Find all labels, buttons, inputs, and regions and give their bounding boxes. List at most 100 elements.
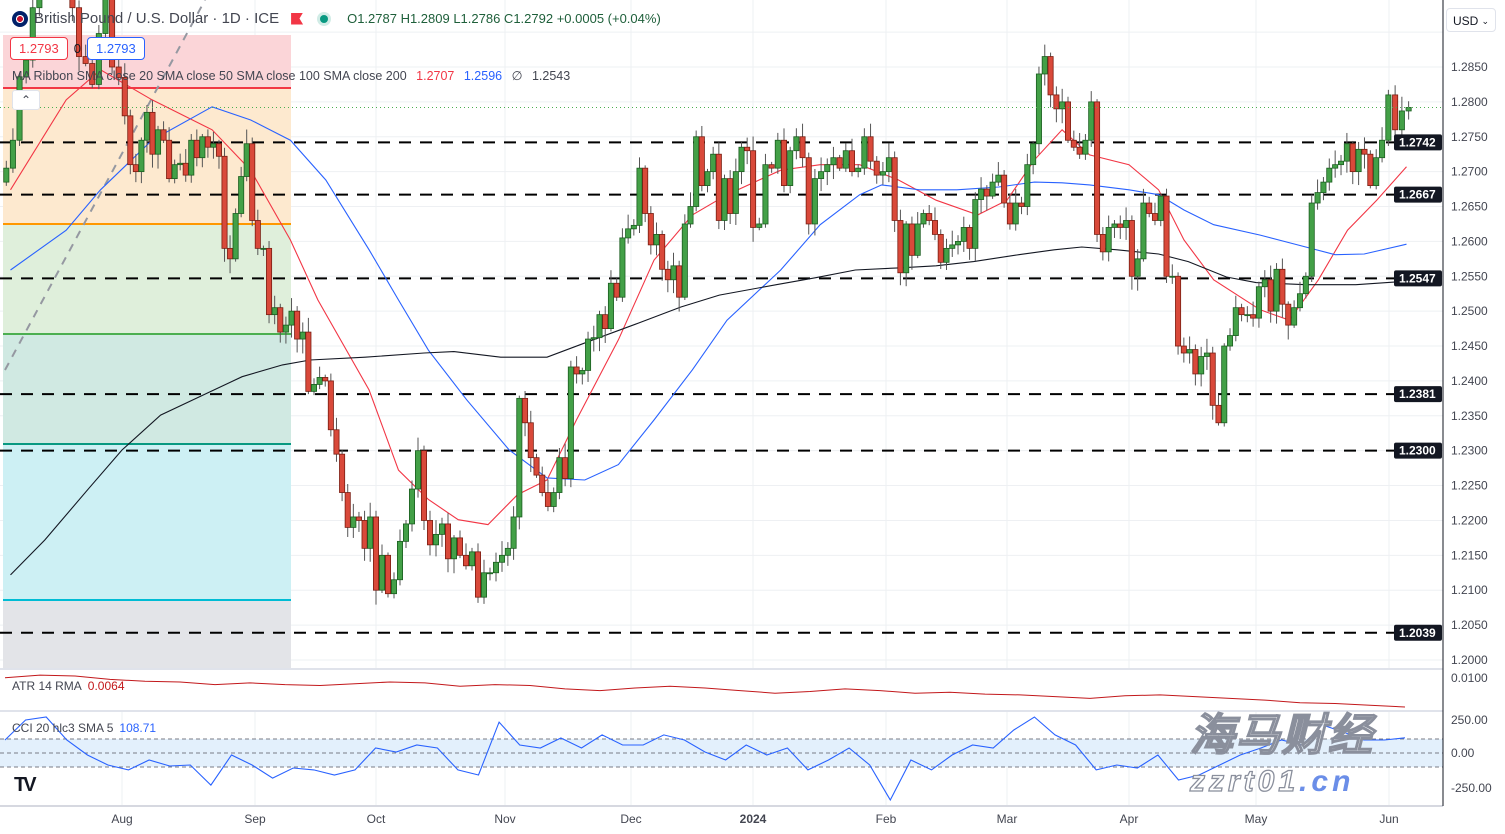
horizontal-levels[interactable] xyxy=(0,141,1443,634)
tradingview-logo[interactable]: TV xyxy=(14,774,36,796)
candle-body xyxy=(260,247,267,250)
bullish-candle xyxy=(704,168,711,193)
candle-body xyxy=(1373,157,1380,186)
buy-button[interactable]: 1.2793 xyxy=(87,37,145,60)
bullish-candle xyxy=(1035,66,1042,155)
candle-body xyxy=(1279,268,1286,305)
candle-body xyxy=(879,171,886,176)
candle-body xyxy=(1308,202,1315,277)
bullish-candle xyxy=(1024,153,1031,216)
bearish-candle xyxy=(344,484,351,537)
candle-body xyxy=(1024,164,1031,207)
candle-body xyxy=(426,520,433,546)
bearish-candle xyxy=(1128,215,1135,290)
bearish-candle xyxy=(355,511,362,532)
candle-body xyxy=(1267,279,1274,312)
candle-body xyxy=(390,579,397,595)
candle-body xyxy=(1128,220,1135,277)
price-axis[interactable]: 1.2850 1.2800 1.2750 1.2700 1.2650 1.2600 1.25… xyxy=(1442,0,1505,834)
bullish-candle xyxy=(1105,215,1112,262)
symbol-legend[interactable]: British Pound / U.S. Dollar · 1D · ICE O… xyxy=(12,10,661,27)
candle-body xyxy=(799,136,806,159)
chevron-up-icon: ⌃ xyxy=(20,93,32,107)
cci-label: CCI 20 hlc3 SMA 5 xyxy=(12,721,114,735)
candle-body xyxy=(762,164,769,225)
bullish-candle xyxy=(378,544,385,593)
candle-body xyxy=(849,150,856,173)
candle-body xyxy=(238,176,245,214)
bearish-candle xyxy=(533,453,540,478)
bullish-candle xyxy=(498,541,505,572)
bullish-candle xyxy=(1308,194,1315,282)
candle-body xyxy=(215,143,222,157)
bullish-candle xyxy=(102,0,109,40)
market-open-dot-icon xyxy=(317,11,332,26)
candle-body xyxy=(1123,220,1130,228)
candle-body xyxy=(266,247,273,316)
cci-legend[interactable]: CCI 20 hlc3 SMA 5 108.71 xyxy=(12,721,156,735)
candle-body xyxy=(1035,73,1042,145)
bearish-candle xyxy=(849,138,856,177)
candle-body xyxy=(138,139,145,173)
bullish-candle xyxy=(590,325,597,352)
atr-legend[interactable]: ATR 14 RMA 0.0064 xyxy=(12,679,125,693)
candle-body xyxy=(1198,356,1205,375)
bullish-candle xyxy=(756,217,763,231)
bullish-candle xyxy=(567,360,574,488)
sell-button[interactable]: 1.2793 xyxy=(10,37,68,60)
bullish-candle xyxy=(1332,150,1339,178)
bullish-candle xyxy=(1140,188,1147,262)
bullish-candle xyxy=(188,134,195,183)
candle-body xyxy=(288,310,295,326)
time-tick-label: Apr xyxy=(1120,812,1139,826)
candle-body xyxy=(232,213,239,260)
candle-body xyxy=(774,139,781,169)
time-tick-label: Sep xyxy=(244,812,266,826)
candle-body xyxy=(647,213,654,246)
candle-body xyxy=(367,516,374,549)
currency-selector[interactable]: USD ⌄ xyxy=(1446,8,1496,32)
red-flag-icon[interactable] xyxy=(291,12,304,25)
candle-body xyxy=(619,237,626,298)
bullish-candle xyxy=(504,542,511,566)
bearish-candle xyxy=(333,417,340,462)
price-tick-label: 1.2850 xyxy=(1451,60,1488,74)
ma-ribbon-legend[interactable]: MA Ribbon SMA close 20 SMA close 50 SMA … xyxy=(12,68,576,83)
bearish-candle xyxy=(89,59,96,89)
bearish-candle xyxy=(937,229,944,269)
indicator-tick-label: 0.0100 xyxy=(1451,671,1488,685)
bullish-candle xyxy=(630,219,637,236)
candle-body xyxy=(254,220,261,249)
candle-body xyxy=(414,450,421,490)
bearish-candle xyxy=(82,44,89,67)
bullish-candle xyxy=(879,162,886,185)
bearish-candle xyxy=(522,391,529,437)
collapse-legend-button[interactable]: ⌃ xyxy=(12,90,40,110)
bearish-candle xyxy=(1180,337,1187,363)
candle-body xyxy=(1261,279,1268,288)
candle-body xyxy=(1338,160,1345,166)
bearish-candle xyxy=(1151,202,1158,226)
candle-body xyxy=(294,310,301,340)
watermark-text: 海马财经 xyxy=(1189,711,1374,761)
time-axis[interactable]: Aug Sep Oct Nov Dec 2024 Feb Mar Apr May Jun xyxy=(111,812,1398,826)
candle-body xyxy=(221,155,228,249)
bullish-candle xyxy=(1291,300,1298,328)
bullish-candle xyxy=(721,174,728,231)
candle-body xyxy=(830,157,837,166)
candle-body xyxy=(1192,349,1199,375)
candle-body xyxy=(744,146,751,152)
bearish-candle xyxy=(715,142,722,230)
candle-body xyxy=(1088,101,1095,141)
candle-body xyxy=(450,537,457,560)
bearish-candle xyxy=(254,209,261,256)
bullish-candle xyxy=(1296,281,1303,312)
candle-body xyxy=(1367,153,1374,186)
level-price-label: 1.2742 xyxy=(1399,135,1436,149)
candle-body xyxy=(1209,352,1216,406)
candle-body xyxy=(750,150,757,228)
bullish-candle xyxy=(1198,346,1205,387)
candle-body xyxy=(127,115,134,166)
bullish-candle xyxy=(710,146,717,180)
